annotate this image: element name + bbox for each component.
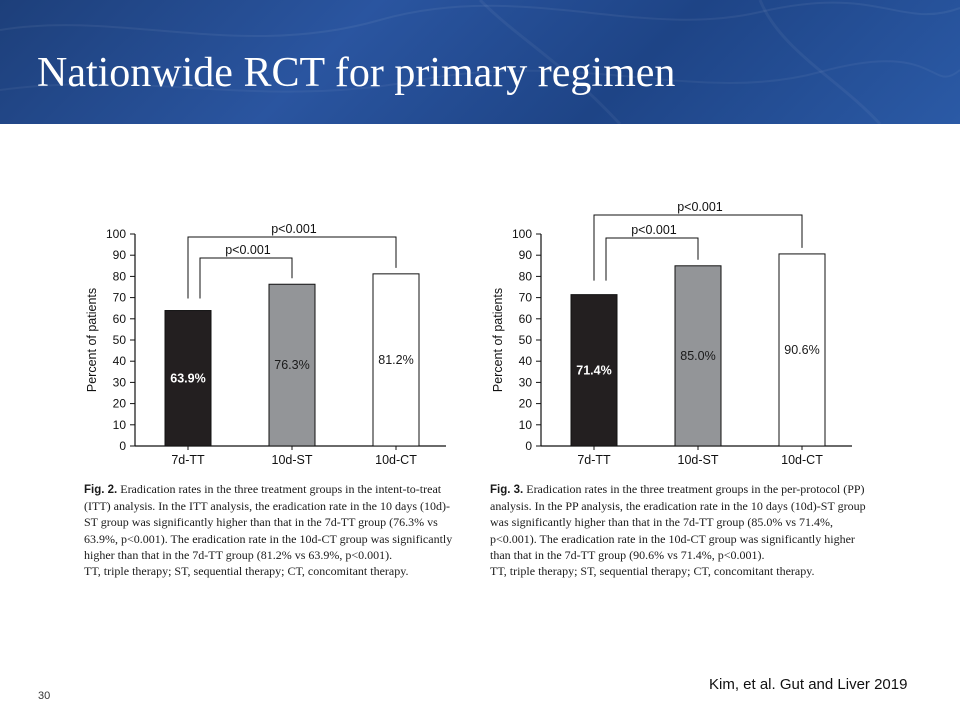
x-tick-label: 7d-TT	[577, 453, 611, 467]
bar-7d-tt	[164, 310, 212, 447]
y-tick-label: 80	[519, 269, 533, 283]
significance-label: p<0.001	[271, 222, 317, 236]
y-tick-label: 40	[519, 354, 533, 368]
bar-value-label: 90.6%	[784, 343, 819, 357]
y-axis-label: Percent of patients	[491, 288, 505, 392]
y-tick-label: 60	[113, 312, 127, 326]
significance-bracket	[593, 214, 803, 281]
significance-bracket	[187, 236, 397, 299]
x-tick-label: 10d-CT	[781, 453, 823, 467]
y-tick-label: 70	[113, 291, 127, 305]
slide-header: Nationwide RCT for primary regimen	[0, 0, 960, 124]
header-texture	[0, 0, 960, 124]
y-tick-label: 30	[113, 375, 127, 389]
x-tick-label: 10d-CT	[375, 453, 417, 467]
y-tick-label: 90	[519, 248, 533, 262]
y-tick-label: 0	[525, 439, 532, 453]
y-tick-label: 10	[113, 418, 127, 432]
y-tick-label: 30	[519, 375, 533, 389]
y-tick-label: 50	[519, 333, 533, 347]
y-tick-label: 0	[119, 439, 126, 453]
pp-caption: Fig. 3. Eradication rates in the three t…	[490, 481, 866, 579]
page-number: 30	[38, 690, 51, 702]
y-tick-label: 10	[519, 418, 533, 432]
y-tick-label: 50	[113, 333, 127, 347]
itt-chart: 0 10 20 30 40 50 60 70 80 90 100 Percent of patient…	[80, 222, 480, 477]
pp-caption-fig: Fig. 3.	[490, 484, 524, 496]
bar-10d-ct	[778, 253, 826, 447]
y-tick-label: 100	[512, 227, 532, 241]
significance-label: p<0.001	[225, 243, 271, 257]
y-tick-label: 80	[113, 269, 127, 283]
bar-value-label: 85.0%	[680, 349, 715, 363]
itt-caption: Fig. 2. Eradication rates in the three t…	[84, 481, 460, 579]
itt-caption-text: Eradication rates in the three treatment…	[84, 482, 453, 562]
bar-value-label: 71.4%	[576, 363, 611, 377]
y-tick-label: 20	[113, 397, 127, 411]
y-tick-label: 40	[113, 354, 127, 368]
x-tick-label: 10d-ST	[678, 453, 719, 467]
y-tick-label: 60	[519, 312, 533, 326]
y-tick-label: 70	[519, 291, 533, 305]
bar-value-label: 76.3%	[274, 358, 309, 372]
bar-value-label: 63.9%	[170, 371, 205, 385]
bar-10d-ct	[372, 273, 420, 447]
y-tick-label: 100	[106, 227, 126, 241]
bar-10d-st	[674, 265, 722, 447]
bar-7d-tt	[570, 294, 618, 447]
significance-label: p<0.001	[677, 200, 723, 214]
significance-bracket	[199, 257, 293, 299]
y-tick-label: 90	[113, 248, 127, 262]
y-tick-label: 20	[519, 397, 533, 411]
citation: Kim, et al. Gut and Liver 2019	[709, 676, 908, 693]
itt-caption-fig: Fig. 2.	[84, 484, 118, 496]
itt-caption-note: TT, triple therapy; ST, sequential thera…	[84, 564, 409, 579]
itt-chart-svg: 0 10 20 30 40 50 60 70 80 90 100 Percent of patient…	[85, 222, 446, 467]
pp-chart: 0 10 20 30 40 50 60 70 80 90 100 Percent of patient…	[486, 200, 886, 477]
slide-title: Nationwide RCT for primary regimen	[37, 50, 676, 96]
significance-bracket	[605, 237, 699, 281]
bar-10d-st	[268, 283, 316, 447]
significance-label: p<0.001	[631, 223, 677, 237]
x-tick-label: 7d-TT	[171, 453, 205, 467]
bar-value-label: 81.2%	[378, 353, 413, 367]
pp-caption-note: TT, triple therapy; ST, sequential thera…	[490, 564, 815, 579]
x-tick-label: 10d-ST	[272, 453, 313, 467]
pp-caption-text: Eradication rates in the three treatment…	[490, 482, 866, 562]
y-axis-label: Percent of patients	[85, 288, 99, 392]
pp-chart-svg: 0 10 20 30 40 50 60 70 80 90 100 Percent of patient…	[491, 200, 852, 467]
